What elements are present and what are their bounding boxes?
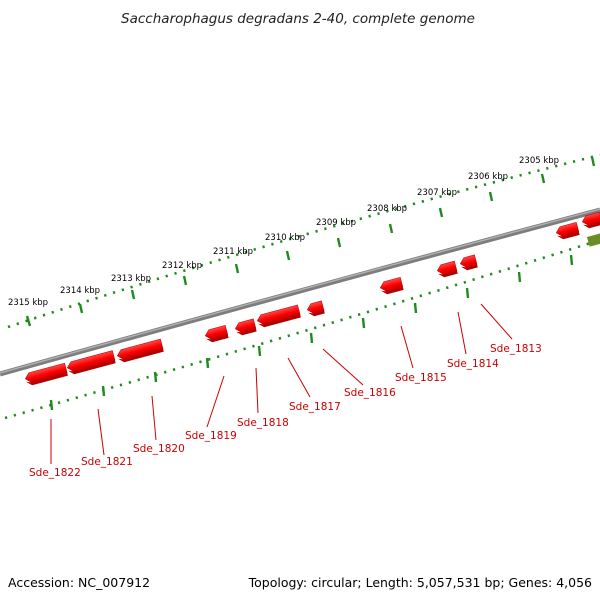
gene-leader-line (457, 311, 467, 355)
gene-arrow (459, 254, 478, 271)
gene-leader-line (322, 348, 364, 386)
gene-arrow (256, 304, 301, 328)
genome-backbone-highlight (0, 208, 600, 374)
kbp-label: 2315 kbp (8, 298, 48, 308)
gene-arrow (66, 350, 116, 375)
gene-arrow (234, 318, 257, 336)
kbp-label: 2307 kbp (417, 188, 457, 198)
inner-major-tick (465, 287, 470, 299)
kbp-label: 2308 kbp (367, 204, 407, 214)
inner-major-tick (569, 254, 574, 266)
inner-major-tick (101, 385, 106, 397)
gene-leader-line (480, 303, 513, 340)
outer-major-tick (540, 173, 546, 184)
kbp-label: 2309 kbp (316, 218, 356, 228)
gene-arrow (379, 276, 404, 295)
gene-arrow (204, 324, 229, 343)
gene-label: Sde_1813 (490, 343, 542, 355)
kbp-label: 2312 kbp (162, 261, 202, 271)
outer-major-tick (590, 156, 596, 167)
inner-major-tick (153, 371, 158, 383)
position-labels: 2305 kbp 2306 kbp 2307 kbp 2308 kbp 2309 kbp… (8, 156, 559, 308)
inner-major-tick (517, 271, 522, 283)
gene-leader-line (400, 325, 414, 369)
outer-major-tick (488, 191, 494, 202)
gene-label: Sde_1820 (133, 443, 185, 455)
kbp-label: 2305 kbp (519, 156, 559, 166)
gene-arrow (555, 221, 580, 240)
outer-major-tick (388, 223, 394, 234)
gene-label: Sde_1822 (29, 467, 81, 479)
kbp-label: 2313 kbp (111, 274, 151, 284)
gene-label: Sde_1814 (447, 358, 499, 370)
gene-leader-line (97, 408, 105, 456)
tick-marks (25, 156, 596, 411)
map-title: Saccharophagus degradans 2-40, complete … (121, 11, 475, 27)
genome-backbone (0, 207, 600, 377)
inner-major-tick (205, 357, 210, 369)
gene-label: Sde_1815 (395, 372, 447, 384)
outer-major-tick (78, 303, 84, 314)
gene-arrow (581, 211, 600, 229)
kbp-label: 2311 kbp (213, 247, 253, 257)
accession-text: Accession: NC_007912 (8, 575, 150, 590)
gene-label: Sde_1817 (289, 401, 341, 413)
outer-major-tick (336, 237, 342, 248)
inner-major-tick (309, 332, 314, 344)
gene-arrow (436, 260, 458, 278)
gene-leader-line (287, 357, 311, 398)
gene-arrow (306, 300, 325, 317)
gene-label: Sde_1818 (237, 417, 289, 429)
other-feature (587, 232, 600, 247)
gene-features (24, 211, 600, 386)
gene-label: Sde_1821 (81, 456, 133, 468)
gene-leader-line (206, 375, 225, 428)
inner-major-tick (49, 399, 54, 411)
inner-tick-track (4, 238, 600, 420)
inner-major-tick (361, 317, 366, 329)
outer-major-tick (25, 315, 32, 327)
kbp-label: 2314 kbp (60, 286, 100, 296)
outer-major-tick (182, 275, 188, 286)
outer-major-tick (285, 250, 291, 261)
gene-leader-line (151, 395, 157, 441)
kbp-label: 2306 kbp (468, 172, 508, 182)
genome-summary-text: Topology: circular; Length: 5,057,531 bp… (248, 575, 592, 590)
gene-label: Sde_1819 (185, 430, 237, 442)
gene-leader-line (255, 367, 259, 414)
inner-major-tick (413, 302, 418, 314)
outer-major-tick (438, 207, 444, 218)
outer-major-tick (234, 263, 240, 274)
gene-label: Sde_1816 (344, 387, 396, 399)
inner-major-tick (257, 345, 262, 357)
outer-major-tick (130, 289, 136, 300)
gene-arrow (116, 338, 164, 363)
kbp-label: 2310 kbp (265, 233, 305, 243)
gene-arrow (24, 362, 68, 386)
